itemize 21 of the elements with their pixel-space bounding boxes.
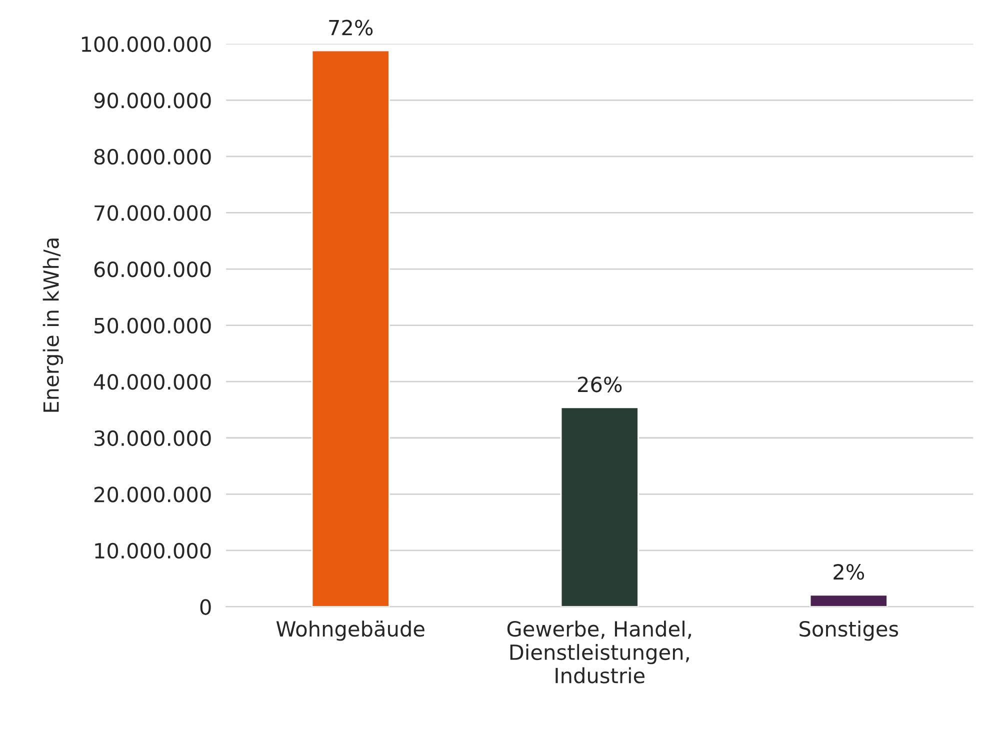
y-tick-label: 60.000.000 [94, 261, 211, 278]
y-tick-label: 10.000.000 [95, 542, 211, 559]
annotation: 26% [578, 376, 622, 392]
bar [311, 50, 390, 607]
x-tick-label: Gewerbe, Handel, Dienstleistungen, Industrie [507, 620, 691, 684]
bar [560, 406, 639, 607]
y-tick-label: 100.000.000 [82, 36, 211, 52]
y-axis-title: Energie in kWh/a [42, 238, 63, 412]
y-tick-label: 50.000.000 [94, 318, 211, 334]
x-tick-label: Wohngebäude [276, 620, 424, 641]
y-tick-label: 30.000.000 [94, 430, 211, 446]
x-tick-label: Sonstiges [800, 620, 898, 641]
y-tick-label: 90.000.000 [94, 92, 211, 108]
y-tick-label: 20.000.000 [94, 486, 211, 502]
bar [809, 594, 888, 607]
y-tick-label: 70.000.000 [94, 205, 211, 221]
y-tick-label: 40.000.000 [94, 374, 211, 390]
annotation: 72% [329, 20, 373, 36]
y-tick-label: 0 [200, 599, 211, 615]
annotation: 2% [834, 564, 864, 580]
y-tick-label: 80.000.000 [94, 148, 211, 165]
